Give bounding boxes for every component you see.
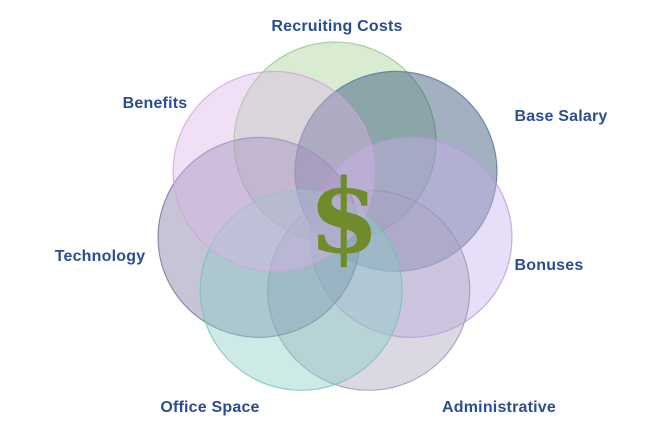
petal-technology [157,136,361,338]
petal-base-salary [294,70,498,272]
label-bonuses: Bonuses [514,257,584,274]
petal-office-space [199,189,403,391]
label-recruiting-costs: Recruiting Costs [271,18,403,35]
dollar-sign-icon: $ [308,156,380,277]
petal-bonuses [309,136,513,338]
label-administrative: Administrative [442,399,556,416]
label-office-space: Office Space [160,399,260,416]
petal-administrative [267,189,471,391]
petal-benefits [172,70,376,272]
label-benefits: Benefits [122,95,188,112]
label-base-salary: Base Salary [514,108,608,125]
label-technology: Technology [54,248,146,265]
